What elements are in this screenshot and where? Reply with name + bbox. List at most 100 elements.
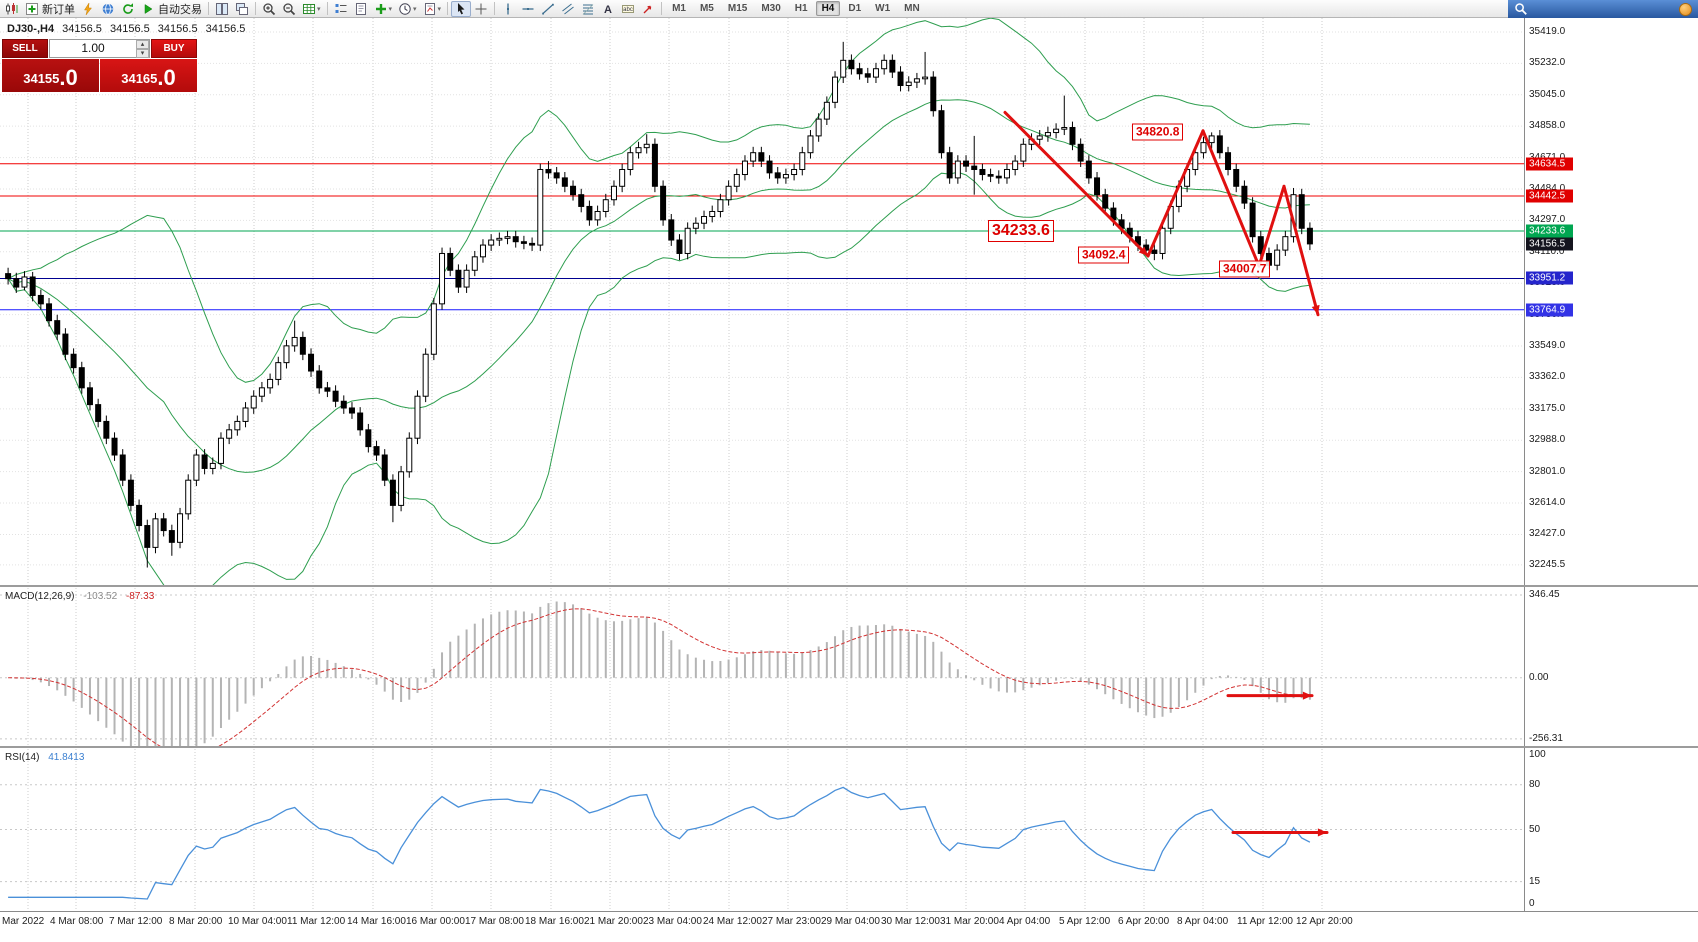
- symbol-name: DJ30-,H4: [7, 23, 55, 35]
- scale-tick-label: 34484.0: [1529, 183, 1565, 194]
- time-axis-label: 10 Mar 04:00: [228, 916, 287, 927]
- scale-tick-label: 35232.0: [1529, 57, 1566, 69]
- time-axis-label: 7 Mar 12:00: [109, 916, 163, 927]
- channel-tool[interactable]: [558, 1, 578, 17]
- trendline-tool[interactable]: [538, 1, 558, 17]
- scale-tick-label: 0.00: [1529, 671, 1549, 683]
- scale-tick-label: 80: [1529, 778, 1541, 790]
- time-axis-label: 21 Mar 20:00: [584, 916, 643, 927]
- rsi-panel-splitter[interactable]: [0, 746, 1698, 748]
- vertical-line-tool[interactable]: [498, 1, 518, 17]
- one-click-trading-panel: SELL 1.00 ▴ ▾ BUY 34155.0 34165.0: [2, 39, 197, 92]
- notification-icon[interactable]: [1679, 2, 1692, 16]
- trend-arrows[interactable]: [1003, 110, 1329, 837]
- horizontal-lines[interactable]: [0, 163, 1524, 311]
- scale-tick-label: 33549.0: [1529, 340, 1566, 351]
- time-axis-label: 8 Apr 04:00: [1177, 916, 1229, 927]
- community-icon[interactable]: [98, 1, 118, 17]
- timeframe-m30-button[interactable]: M30: [761, 3, 781, 14]
- time-axis-label: 23 Mar 04:00: [643, 916, 702, 927]
- time-axis-label: 6 Apr 20:00: [1118, 916, 1170, 927]
- time-axis-label: 18 Mar 16:00: [525, 916, 584, 927]
- templates-button[interactable]: ▾: [420, 1, 445, 17]
- sell-price[interactable]: 34155.0: [2, 59, 99, 92]
- timeframe-m1-button[interactable]: M1: [672, 3, 686, 14]
- time-axis-label: 8 Mar 20:00: [169, 916, 223, 927]
- rsi-line: [8, 786, 1311, 900]
- toolbar-separator: [326, 2, 328, 15]
- time-axis-label: 11 Mar 12:00: [287, 916, 346, 927]
- time-axis[interactable]: Mar 2022 4 Mar 08:00 7 Mar 12:00 8 Mar 20:0…: [0, 911, 1698, 942]
- search-icon[interactable]: [1514, 2, 1528, 16]
- arrows-tool[interactable]: [638, 1, 658, 17]
- volume-increase-button[interactable]: ▴: [136, 40, 149, 49]
- price-scale[interactable]: 35419.0 35232.0 35045.0 34858.0 34671.0 34484…: [1524, 18, 1698, 911]
- sell-button[interactable]: SELL: [2, 39, 48, 58]
- time-axis-label: 27 Mar 23:00: [762, 916, 821, 927]
- timeframe-mn-button[interactable]: MN: [904, 3, 920, 14]
- navigator-icon[interactable]: [351, 1, 371, 17]
- label-tool[interactable]: abc: [618, 1, 638, 17]
- scale-tick-label: 32988.0: [1529, 434, 1566, 446]
- volume-decrease-button[interactable]: ▾: [136, 49, 149, 58]
- svg-text:A: A: [604, 4, 612, 16]
- macd-main-value: -103.52: [83, 591, 118, 602]
- scale-tick-label: 35045.0: [1529, 88, 1566, 100]
- scale-tick-label: 50: [1529, 823, 1541, 835]
- chart-grid-icon[interactable]: ▾: [299, 1, 324, 17]
- macd-name: MACD(12,26,9): [5, 591, 75, 602]
- chart-window-icon[interactable]: [2, 1, 22, 17]
- ohlc-open: 34156.5: [62, 23, 102, 35]
- buy-button[interactable]: BUY: [151, 39, 197, 58]
- hline-price-marker: 34442.5: [1526, 189, 1573, 203]
- text-tool[interactable]: A: [598, 1, 618, 17]
- macd-signal-line: [8, 608, 1310, 746]
- hline-price-marker: 34634.5: [1526, 157, 1573, 171]
- new-order-button[interactable]: 新订单: [22, 1, 78, 17]
- scale-tick-label: 32614.0: [1529, 497, 1566, 509]
- scale-tick-label: 34297.0: [1529, 214, 1566, 226]
- tile-windows-icon[interactable]: [212, 1, 232, 17]
- scale-tick-label: 32801.0: [1529, 465, 1566, 477]
- scale-tick-label: 100: [1529, 748, 1546, 760]
- time-axis-label: Mar 2022: [2, 916, 45, 927]
- rsi-value: 41.8413: [48, 752, 85, 763]
- timeframe-m15-button[interactable]: M15: [727, 3, 748, 14]
- periods-button[interactable]: ▾: [395, 1, 420, 17]
- timeframe-m5-button[interactable]: M5: [699, 3, 714, 14]
- macd-histogram: [8, 601, 1311, 746]
- hline-price-marker: 33764.9: [1526, 303, 1573, 317]
- autotrading-button[interactable]: 自动交易: [138, 1, 205, 17]
- timeframe-w1-button[interactable]: W1: [875, 3, 891, 14]
- timeframe-d1-button[interactable]: D1: [848, 3, 862, 14]
- volume-value[interactable]: 1.00: [81, 41, 105, 55]
- refresh-icon[interactable]: [118, 1, 138, 17]
- timeframe-h1-button[interactable]: H1: [794, 3, 808, 14]
- timeframe-h4-button[interactable]: H4: [815, 1, 841, 16]
- metaeditor-icon[interactable]: [78, 1, 98, 17]
- volume-input[interactable]: 1.00 ▴ ▾: [49, 39, 150, 58]
- crosshair-tool[interactable]: [471, 1, 491, 17]
- cascade-windows-icon[interactable]: [232, 1, 252, 17]
- horizontal-line-tool[interactable]: [518, 1, 538, 17]
- scale-tick-label: 33362.0: [1529, 371, 1566, 383]
- scale-tick-label: 33175.0: [1529, 402, 1566, 414]
- data-window-icon[interactable]: [331, 1, 351, 17]
- scale-tick-label: 35419.0: [1529, 25, 1566, 37]
- time-axis-label: 30 Mar 12:00: [881, 916, 940, 927]
- buy-price[interactable]: 34165.0: [100, 59, 197, 92]
- chart-ohlc-header: DJ30-,H4 34156.5 34156.5 34156.5 34156.5: [7, 23, 250, 35]
- time-axis-label: 31 Mar 20:00: [940, 916, 999, 927]
- fibonacci-tool[interactable]: [578, 1, 598, 17]
- scale-tick-label: 34671.0: [1529, 152, 1565, 163]
- volume-spinner: ▴ ▾: [136, 40, 149, 58]
- cursor-tool[interactable]: [451, 0, 472, 17]
- add-indicator-button[interactable]: ▾: [371, 1, 396, 17]
- ohlc-close: 34156.5: [205, 23, 246, 35]
- macd-panel-splitter[interactable]: [0, 585, 1698, 587]
- zoom-in-icon[interactable]: [259, 1, 279, 17]
- zoom-out-icon[interactable]: [279, 1, 299, 17]
- toolbar-separator: [447, 2, 449, 15]
